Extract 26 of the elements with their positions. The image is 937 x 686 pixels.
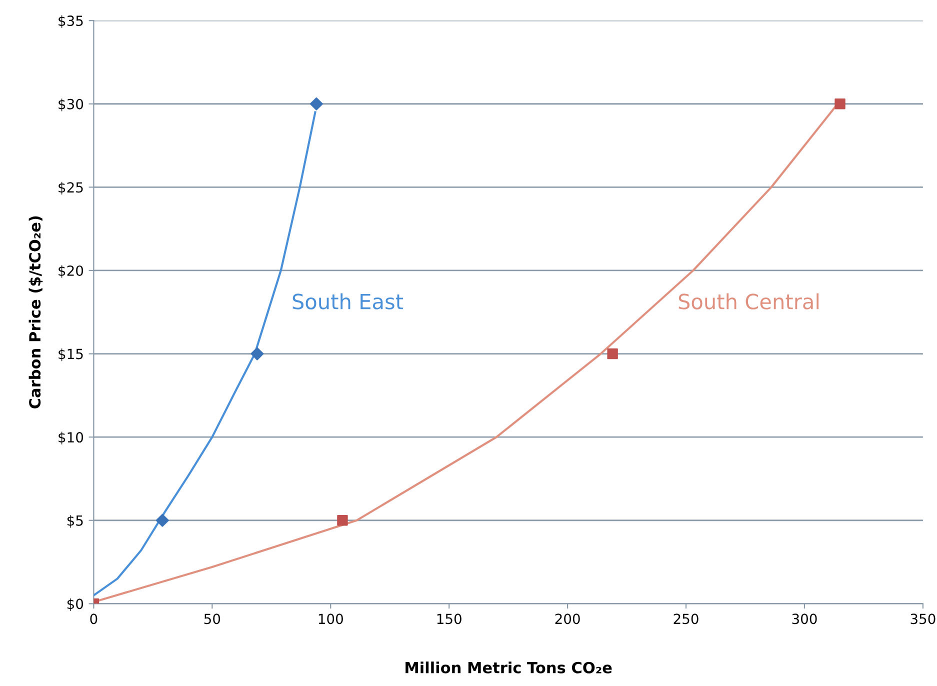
y-tick-label: $0 xyxy=(67,598,84,611)
x-tick-label: 150 xyxy=(437,614,462,624)
x-tick-label: 250 xyxy=(674,614,698,624)
point xyxy=(607,348,618,360)
x-axis-title: Million Metric Tons CO₂e xyxy=(406,662,612,674)
series-label: South East xyxy=(292,293,404,310)
x-tick-label: 350 xyxy=(910,614,936,624)
series-label: South Central xyxy=(678,293,819,310)
y-tick-label: $25 xyxy=(58,182,83,194)
point xyxy=(834,98,846,110)
y-tick-label: $30 xyxy=(58,98,84,112)
x-tick-label: 300 xyxy=(792,614,817,624)
y-tick-label: $5 xyxy=(67,515,83,528)
x-tick-label: 200 xyxy=(555,614,580,624)
x-tick-label: 100 xyxy=(318,614,343,624)
y-tick-label: $35 xyxy=(58,15,83,28)
y-tick-label: $15 xyxy=(58,348,83,362)
x-tick-label: 0 xyxy=(90,614,98,624)
point xyxy=(310,97,323,110)
point xyxy=(337,515,348,526)
y-axis-title: Carbon Price ($/tCO₂e) xyxy=(28,216,43,408)
y-tick-label: $20 xyxy=(58,265,84,278)
x-tick-label: 50 xyxy=(204,614,220,624)
point xyxy=(250,347,264,360)
y-tick-label: $10 xyxy=(58,432,84,444)
point xyxy=(156,514,169,527)
